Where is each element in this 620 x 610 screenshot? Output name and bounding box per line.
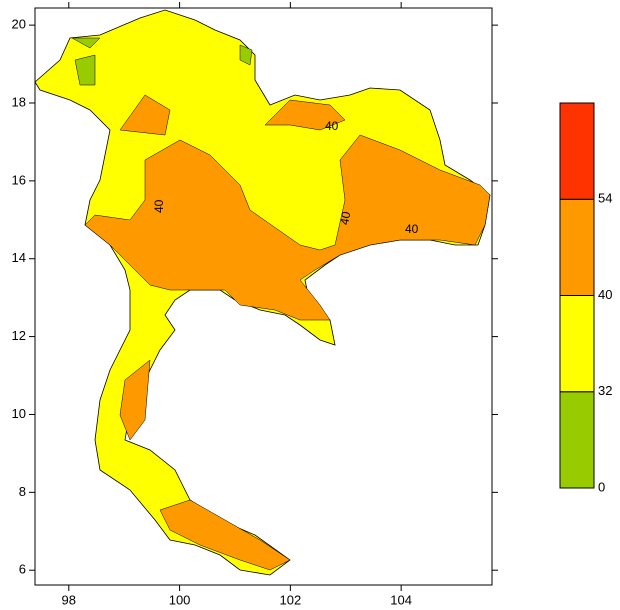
contour-label: 40 bbox=[337, 210, 353, 226]
colorbar-label: 40 bbox=[598, 287, 612, 302]
y-tick-label: 6 bbox=[19, 562, 26, 577]
y-tick-label: 12 bbox=[12, 328, 26, 343]
y-tick-label: 16 bbox=[12, 172, 26, 187]
colorbar-label: 0 bbox=[598, 479, 605, 494]
x-tick-label: 98 bbox=[62, 592, 76, 607]
colorbar-segment bbox=[559, 198, 595, 296]
y-tick-label: 10 bbox=[12, 406, 26, 421]
region-green bbox=[71, 37, 101, 49]
region-green bbox=[74, 54, 96, 86]
colorbar-label: 32 bbox=[598, 383, 612, 398]
contour-label: 40 bbox=[325, 119, 339, 133]
plot-frame bbox=[34, 7, 493, 586]
x-tick-label: 100 bbox=[169, 592, 191, 607]
contour-label: 40 bbox=[152, 199, 166, 213]
y-tick-label: 18 bbox=[12, 94, 26, 109]
region-green bbox=[239, 44, 253, 66]
y-tick-label: 20 bbox=[12, 17, 26, 32]
region-orange bbox=[119, 94, 171, 136]
region-orange bbox=[84, 134, 491, 321]
region-orange bbox=[159, 499, 291, 571]
colorbar-label: 54 bbox=[598, 191, 612, 206]
colorbar-segment bbox=[559, 391, 595, 489]
x-tick-label: 104 bbox=[390, 592, 412, 607]
colorbar-segment bbox=[559, 295, 595, 393]
region-orange bbox=[264, 99, 346, 131]
y-tick-label: 14 bbox=[12, 250, 26, 265]
y-tick-label: 8 bbox=[19, 484, 26, 499]
x-tick-label: 102 bbox=[280, 592, 302, 607]
colorbar-segment bbox=[559, 102, 595, 200]
region-orange bbox=[119, 359, 151, 441]
map-regions bbox=[34, 9, 491, 576]
contour-label: 40 bbox=[405, 222, 419, 236]
